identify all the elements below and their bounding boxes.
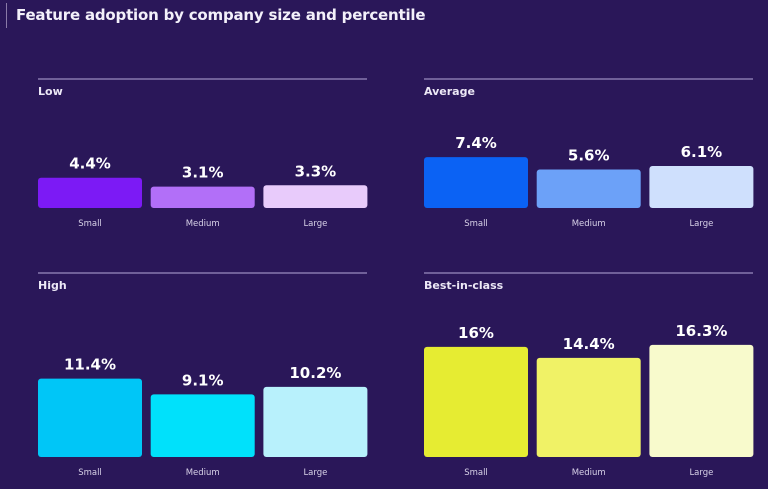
chart-title: Feature adoption by company size and per… [16, 6, 426, 24]
bar-large [263, 185, 368, 208]
data-label: 7.4% [455, 134, 497, 152]
bar-large [649, 166, 754, 208]
bar-medium [150, 186, 255, 208]
data-label: 16.3% [675, 322, 727, 340]
bar-small [38, 378, 142, 457]
category-label: Large [303, 219, 327, 229]
bar-small [424, 157, 528, 208]
panel-title: Low [38, 85, 63, 98]
bar-small [424, 346, 528, 457]
panel-title: Average [424, 85, 475, 98]
category-label: Medium [572, 219, 606, 229]
category-label: Large [689, 219, 713, 229]
bar-small [38, 177, 142, 208]
title-accent-line [6, 3, 7, 28]
data-label: 10.2% [289, 364, 341, 382]
category-label: Small [464, 468, 488, 478]
data-label: 14.4% [563, 335, 615, 353]
data-label: 16% [458, 324, 494, 342]
data-label: 11.4% [64, 356, 116, 374]
data-label: 3.1% [182, 164, 224, 182]
data-label: 4.4% [69, 155, 111, 173]
data-label: 9.1% [182, 371, 224, 389]
bar-medium [150, 394, 255, 457]
category-label: Medium [186, 219, 220, 229]
data-label: 6.1% [681, 143, 723, 161]
category-label: Medium [572, 468, 606, 478]
category-label: Medium [186, 468, 220, 478]
bar-medium [536, 169, 641, 208]
category-label: Small [78, 219, 102, 229]
bar-large [263, 386, 368, 457]
bar-medium [536, 357, 641, 457]
category-label: Small [464, 219, 488, 229]
bar-large [649, 344, 754, 457]
category-label: Large [303, 468, 327, 478]
panel-title: Best-in-class [424, 279, 504, 292]
category-label: Large [689, 468, 713, 478]
data-label: 5.6% [568, 146, 610, 164]
category-label: Small [78, 468, 102, 478]
panel-title: High [38, 279, 67, 292]
data-label: 3.3% [295, 162, 337, 180]
